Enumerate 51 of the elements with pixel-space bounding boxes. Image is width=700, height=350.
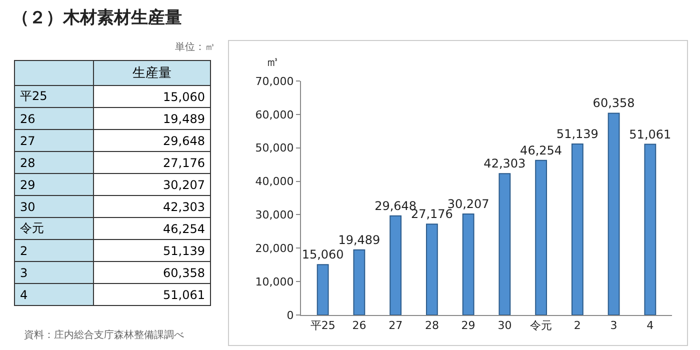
category-label: 2 [20, 244, 28, 258]
x-tick-label: 29 [461, 319, 476, 332]
text: 単位：㎥ [174, 41, 215, 54]
category-label: 28 [20, 156, 36, 170]
data-label: 51,139 [556, 127, 598, 142]
category-label: 26 [20, 112, 36, 126]
data-label: 51,061 [629, 127, 672, 142]
text: 19,489 [163, 112, 205, 126]
category-label: 4 [20, 288, 28, 302]
text: 15,060 [163, 90, 205, 104]
category-label: 平25 [20, 89, 48, 103]
text: （２）木材素材生産量 [12, 7, 182, 29]
x-tick-label: 2 [574, 319, 581, 332]
data-label: 15,060 [302, 248, 344, 262]
y-tick-label: 0 [286, 308, 294, 322]
text: 51,061 [163, 288, 205, 302]
data-label: 42,303 [484, 156, 526, 171]
category-label: 3 [20, 266, 28, 280]
x-tick-label: 令元 [530, 319, 552, 332]
text: 生産量 [94, 60, 210, 86]
data-label: 46,254 [520, 143, 562, 158]
data-label: 19,489 [338, 232, 380, 247]
category-label: 27 [20, 134, 36, 148]
x-tick-label: 27 [388, 319, 403, 332]
x-tick-label: 4 [646, 319, 654, 332]
text: 資料：庄内総合支庁森林整備課調べ [24, 328, 184, 342]
text: 51,139 [163, 244, 205, 258]
text: 60,358 [163, 266, 205, 280]
y-tick-label: 20,000 [255, 242, 294, 255]
text: 46,254 [163, 222, 205, 236]
y-tick-label: 40,000 [255, 175, 294, 188]
text: 30,207 [163, 178, 205, 192]
x-tick-label: 28 [424, 319, 439, 332]
text: 29,648 [163, 134, 205, 148]
text: 42,303 [163, 200, 205, 214]
data-label: 60,358 [592, 96, 635, 110]
category-label: 29 [20, 178, 36, 192]
y-tick-label: 10,000 [255, 275, 294, 288]
y-tick-label: 50,000 [255, 142, 294, 155]
y-tick-label: 30,000 [255, 208, 294, 222]
y-axis-title: ㎥ [266, 55, 279, 70]
x-tick-label: 3 [610, 319, 618, 332]
y-tick-label: 70,000 [255, 74, 294, 88]
y-tick-label: 60,000 [255, 108, 294, 122]
x-tick-label: 26 [352, 319, 366, 332]
text: 27,176 [163, 156, 205, 170]
x-tick-label: 30 [498, 319, 512, 332]
x-tick-label: 平25 [310, 319, 336, 332]
category-label: 30 [20, 200, 36, 214]
category-label: 令元 [20, 221, 44, 235]
data-label: 29,648 [374, 198, 417, 213]
